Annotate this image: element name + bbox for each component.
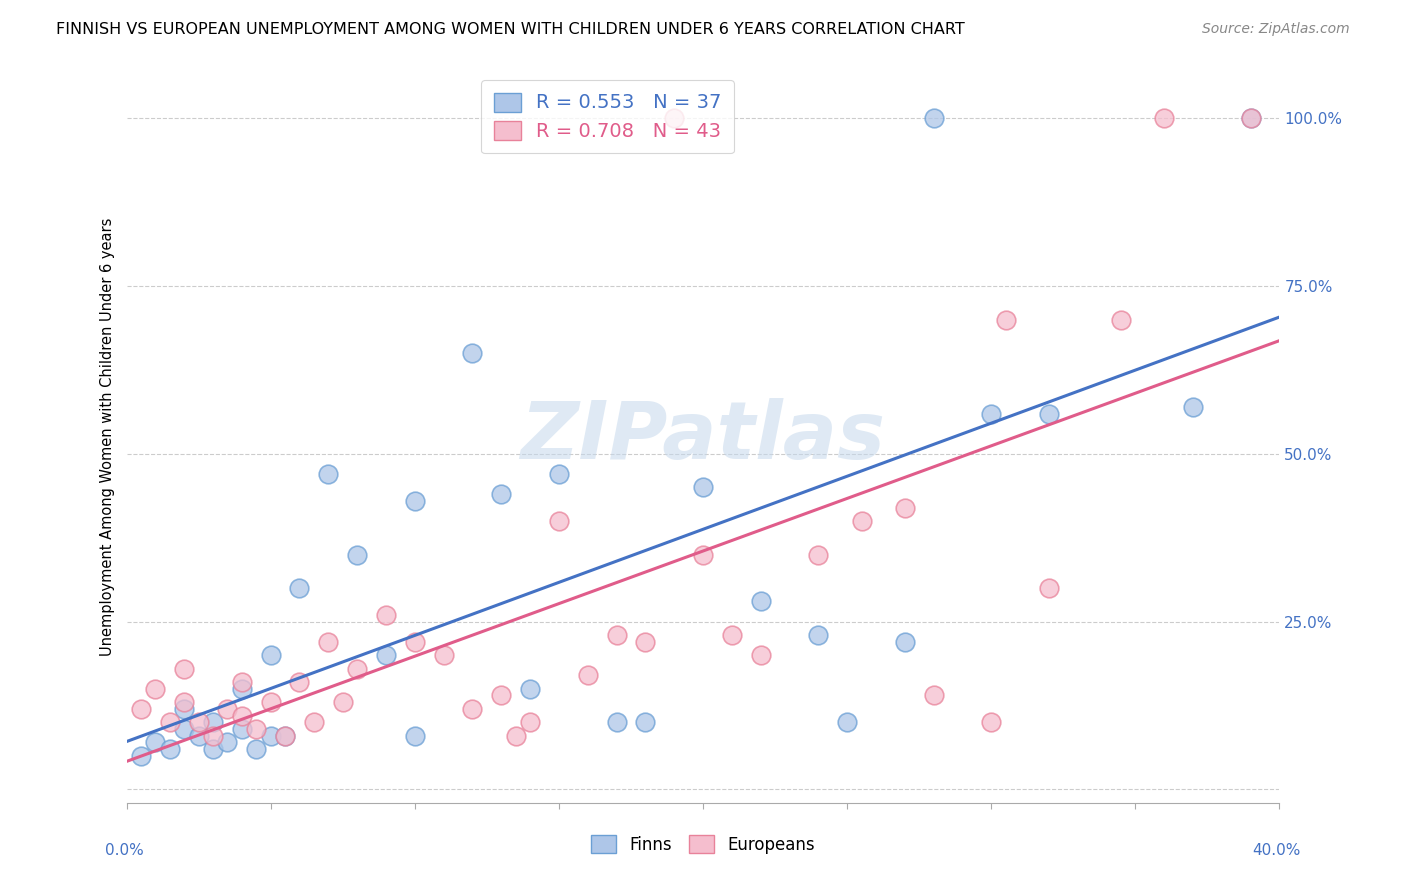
Point: [491, 689, 513, 703]
Point: [231, 722, 253, 736]
Point: [664, 112, 686, 126]
Point: [404, 634, 426, 648]
Point: [217, 735, 239, 749]
Point: [548, 467, 571, 481]
Point: [1109, 312, 1132, 326]
Point: [346, 548, 368, 562]
Point: [288, 675, 311, 690]
Point: [187, 715, 209, 730]
Point: [461, 702, 484, 716]
Point: [548, 514, 571, 528]
Point: [173, 695, 195, 709]
Point: [1038, 407, 1060, 421]
Point: [202, 715, 225, 730]
Point: [202, 742, 225, 756]
Text: FINNISH VS EUROPEAN UNEMPLOYMENT AMONG WOMEN WITH CHILDREN UNDER 6 YEARS CORRELA: FINNISH VS EUROPEAN UNEMPLOYMENT AMONG W…: [56, 22, 965, 37]
Text: Source: ZipAtlas.com: Source: ZipAtlas.com: [1202, 22, 1350, 37]
Point: [980, 715, 1002, 730]
Text: 0.0%: 0.0%: [105, 843, 145, 858]
Point: [519, 715, 541, 730]
Point: [404, 729, 426, 743]
Point: [274, 729, 297, 743]
Legend: Finns, Europeans: Finns, Europeans: [585, 829, 821, 860]
Point: [1240, 112, 1263, 126]
Point: [374, 648, 398, 662]
Point: [318, 634, 340, 648]
Point: [1038, 581, 1060, 595]
Point: [404, 493, 426, 508]
Point: [749, 648, 772, 662]
Point: [346, 662, 368, 676]
Point: [129, 702, 152, 716]
Y-axis label: Unemployment Among Women with Children Under 6 years: Unemployment Among Women with Children U…: [100, 218, 115, 657]
Point: [187, 729, 209, 743]
Point: [835, 715, 858, 730]
Point: [692, 548, 714, 562]
Point: [894, 634, 917, 648]
Point: [634, 634, 657, 648]
Point: [259, 695, 281, 709]
Point: [245, 742, 267, 756]
Point: [980, 407, 1002, 421]
Point: [994, 312, 1017, 326]
Point: [259, 729, 281, 743]
Point: [1240, 112, 1263, 126]
Point: [807, 548, 830, 562]
Point: [606, 628, 628, 642]
Point: [461, 346, 484, 360]
Point: [274, 729, 297, 743]
Point: [217, 702, 239, 716]
Point: [606, 715, 628, 730]
Point: [231, 708, 253, 723]
Point: [173, 702, 195, 716]
Text: ZIPatlas: ZIPatlas: [520, 398, 886, 476]
Point: [245, 722, 267, 736]
Point: [491, 487, 513, 501]
Point: [519, 681, 541, 696]
Point: [634, 715, 657, 730]
Point: [576, 668, 599, 682]
Point: [720, 628, 742, 642]
Point: [894, 500, 917, 515]
Point: [922, 112, 945, 126]
Point: [692, 480, 714, 494]
Point: [302, 715, 325, 730]
Point: [259, 648, 281, 662]
Point: [231, 675, 253, 690]
Point: [851, 514, 873, 528]
Point: [145, 735, 166, 749]
Point: [145, 681, 166, 696]
Point: [202, 729, 225, 743]
Point: [1181, 400, 1204, 414]
Point: [807, 628, 830, 642]
Point: [173, 662, 195, 676]
Point: [505, 729, 527, 743]
Point: [374, 607, 398, 622]
Point: [129, 748, 152, 763]
Point: [231, 681, 253, 696]
Point: [749, 594, 772, 608]
Text: 40.0%: 40.0%: [1253, 843, 1301, 858]
Point: [173, 722, 195, 736]
Point: [159, 715, 181, 730]
Point: [288, 581, 311, 595]
Point: [1153, 112, 1175, 126]
Point: [332, 695, 354, 709]
Point: [922, 689, 945, 703]
Point: [318, 467, 340, 481]
Point: [159, 742, 181, 756]
Point: [433, 648, 456, 662]
